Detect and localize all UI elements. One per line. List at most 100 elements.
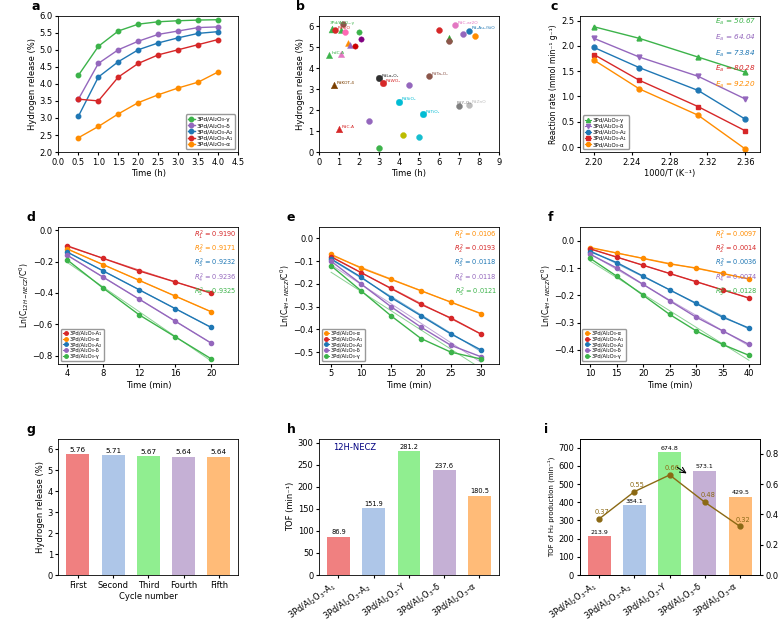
Text: 0.32: 0.32	[735, 517, 750, 522]
3Pd/Al₂O₃-γ	[213, 16, 223, 24]
Text: 0.37: 0.37	[594, 509, 609, 515]
Point	[335, 49, 347, 59]
Text: $R_3^2$ = 0.9232: $R_3^2$ = 0.9232	[194, 257, 236, 271]
3Pd/Al₂O₃-γ	[589, 23, 598, 31]
Text: 281.2: 281.2	[400, 444, 418, 450]
Y-axis label: TOF of H₂ production (min⁻¹): TOF of H₂ production (min⁻¹)	[548, 457, 555, 557]
3Pd/Al₂O₃-γ	[93, 42, 103, 50]
3Pd/Al₂O₃-α	[213, 68, 223, 76]
X-axis label: 1000/T (K⁻¹): 1000/T (K⁻¹)	[644, 169, 696, 178]
Line: 3Pd/Al₂O₃-A₂: 3Pd/Al₂O₃-A₂	[591, 45, 748, 122]
Y-axis label: TOF (min⁻¹): TOF (min⁻¹)	[286, 482, 295, 531]
X-axis label: Time (min): Time (min)	[647, 381, 693, 390]
3Pd/Al₂O₃-γ	[193, 16, 203, 24]
Point	[329, 25, 341, 35]
3Pd/Al₂O₃-δ	[213, 23, 223, 31]
3Pd/Al₂O₃-A₂	[193, 29, 203, 37]
Y-axis label: Hydrogen release (%): Hydrogen release (%)	[296, 38, 305, 130]
Point	[342, 38, 354, 48]
3Pd/Al₂O₃-α	[153, 91, 163, 99]
Text: 237.6: 237.6	[435, 463, 453, 469]
Point	[344, 39, 356, 49]
Point	[354, 34, 367, 44]
Text: 0.55: 0.55	[629, 482, 645, 488]
Legend: 3Pd/Al₂O₃-A₁, 3Pd/Al₂O₃-α, 3Pd/Al₂O₃-A₂, 3Pd/Al₂O₃-δ, 3Pd/Al₂O₃-γ: 3Pd/Al₂O₃-A₁, 3Pd/Al₂O₃-α, 3Pd/Al₂O₃-A₂,…	[61, 329, 104, 361]
3Pd/Al₂O₃-A₂	[74, 112, 83, 120]
Point	[413, 132, 425, 142]
X-axis label: Cycle number: Cycle number	[119, 592, 178, 601]
Point	[349, 41, 361, 51]
3Pd/Al₂O₃-γ	[134, 21, 143, 28]
Text: 5.71: 5.71	[105, 448, 121, 454]
Point	[449, 20, 461, 30]
3Pd/Al₂O₃-γ	[74, 72, 83, 79]
Bar	[693, 471, 717, 575]
Point	[326, 24, 338, 34]
Text: $R_2^2$ = 0.9171: $R_2^2$ = 0.9171	[194, 242, 236, 256]
Y-axis label: Ln(C$_{12H-NECZ}$/C$^0$): Ln(C$_{12H-NECZ}$/C$^0$)	[17, 262, 31, 328]
3Pd/Al₂O₃-α	[74, 134, 83, 141]
3Pd/Al₂O₃-A₁	[153, 51, 163, 59]
Text: $E_a$ = 50.67: $E_a$ = 50.67	[714, 17, 756, 28]
Text: 151.9: 151.9	[365, 501, 383, 507]
Point	[333, 124, 345, 134]
3Pd/Al₂O₃-A₂	[153, 39, 163, 47]
Line: 3Pd/Al₂O₃-A₁: 3Pd/Al₂O₃-A₁	[76, 38, 220, 103]
Line: 3Pd/Al₂O₃-A₂: 3Pd/Al₂O₃-A₂	[76, 29, 220, 119]
Text: $R_1^2$ = 0.9190: $R_1^2$ = 0.9190	[194, 229, 236, 242]
3Pd/Al₂O₃-A₁	[589, 51, 598, 58]
Bar	[137, 456, 160, 575]
Line: 3Pd/Al₂O₃-α: 3Pd/Al₂O₃-α	[76, 69, 220, 140]
3Pd/Al₂O₃-δ	[134, 38, 143, 45]
3Pd/Al₂O₃-α	[174, 84, 183, 92]
Text: $R_1^2$ = 0.0097: $R_1^2$ = 0.0097	[715, 229, 758, 242]
3Pd/Al₂O₃-A₂	[174, 34, 183, 41]
X-axis label: Time (min): Time (min)	[386, 381, 432, 390]
3Pd/Al₂O₃-A₂	[693, 87, 703, 94]
Text: e: e	[287, 211, 295, 224]
3Pd/Al₂O₃-γ	[693, 53, 703, 61]
Line: 3Pd/Al₂O₃-δ: 3Pd/Al₂O₃-δ	[591, 36, 748, 101]
3Pd/Al₂O₃-δ	[174, 28, 183, 35]
3Pd/Al₂O₃-A₂	[589, 44, 598, 51]
Y-axis label: Hydrogen release (%): Hydrogen release (%)	[36, 461, 44, 552]
X-axis label: Time (min): Time (min)	[125, 381, 171, 390]
Y-axis label: Ln(C$_{4H-NECZ}$/C$^0$): Ln(C$_{4H-NECZ}$/C$^0$)	[278, 264, 292, 326]
Text: i: i	[544, 423, 548, 436]
Point	[456, 29, 469, 39]
Point	[328, 80, 340, 90]
3Pd/Al₂O₃-A₁	[74, 96, 83, 103]
3Pd/Al₂O₃-δ	[193, 24, 203, 31]
Bar	[468, 496, 491, 575]
Line: 3Pd/Al₂O₃-α: 3Pd/Al₂O₃-α	[591, 58, 748, 151]
3Pd/Al₂O₃-A₂	[114, 58, 123, 66]
Text: $R_3^2$ = 0.0036: $R_3^2$ = 0.0036	[715, 257, 758, 271]
Text: $R_4^2$ = 0.0118: $R_4^2$ = 0.0118	[454, 271, 497, 285]
Point	[442, 36, 455, 46]
Point	[397, 130, 409, 140]
3Pd/Al₂O₃-A₁	[213, 36, 223, 43]
Text: a: a	[31, 0, 40, 13]
Text: 0.66: 0.66	[665, 465, 680, 471]
Bar	[66, 454, 90, 575]
3Pd/Al₂O₃-δ	[93, 59, 103, 67]
Text: 213.9: 213.9	[590, 529, 608, 534]
Text: $R_2^2$ = 0.0193: $R_2^2$ = 0.0193	[454, 242, 497, 256]
3Pd/Al₂O₃-A₁	[741, 127, 750, 134]
Text: $R_5^2$ = 0.0128: $R_5^2$ = 0.0128	[715, 286, 758, 299]
Text: 384.1: 384.1	[626, 499, 643, 504]
3Pd/Al₂O₃-γ	[741, 69, 750, 76]
Text: PdSiO: PdSiO	[337, 26, 351, 29]
Text: 674.8: 674.8	[661, 446, 679, 451]
Legend: 3Pd/Al₂O₃-γ, 3Pd/Al₂O₃-δ, 3Pd/Al₂O₃-A₂, 3Pd/Al₂O₃-A₁, 3Pd/Al₂O₃-α: 3Pd/Al₂O₃-γ, 3Pd/Al₂O₃-δ, 3Pd/Al₂O₃-A₂, …	[185, 114, 235, 149]
Text: 5.76: 5.76	[70, 447, 86, 453]
3Pd/Al₂O₃-A₂	[741, 116, 750, 123]
Text: PdZnO: PdZnO	[471, 101, 486, 104]
3Pd/Al₂O₃-α	[193, 78, 203, 86]
3Pd/Al₂O₃-A₁	[114, 73, 123, 81]
Point	[373, 143, 386, 153]
Text: 429.5: 429.5	[731, 491, 749, 496]
3Pd/Al₂O₃-A₁	[93, 97, 103, 104]
Text: PdLa₂O₃: PdLa₂O₃	[382, 74, 399, 78]
3Pd/Al₂O₃-A₁	[134, 59, 143, 67]
